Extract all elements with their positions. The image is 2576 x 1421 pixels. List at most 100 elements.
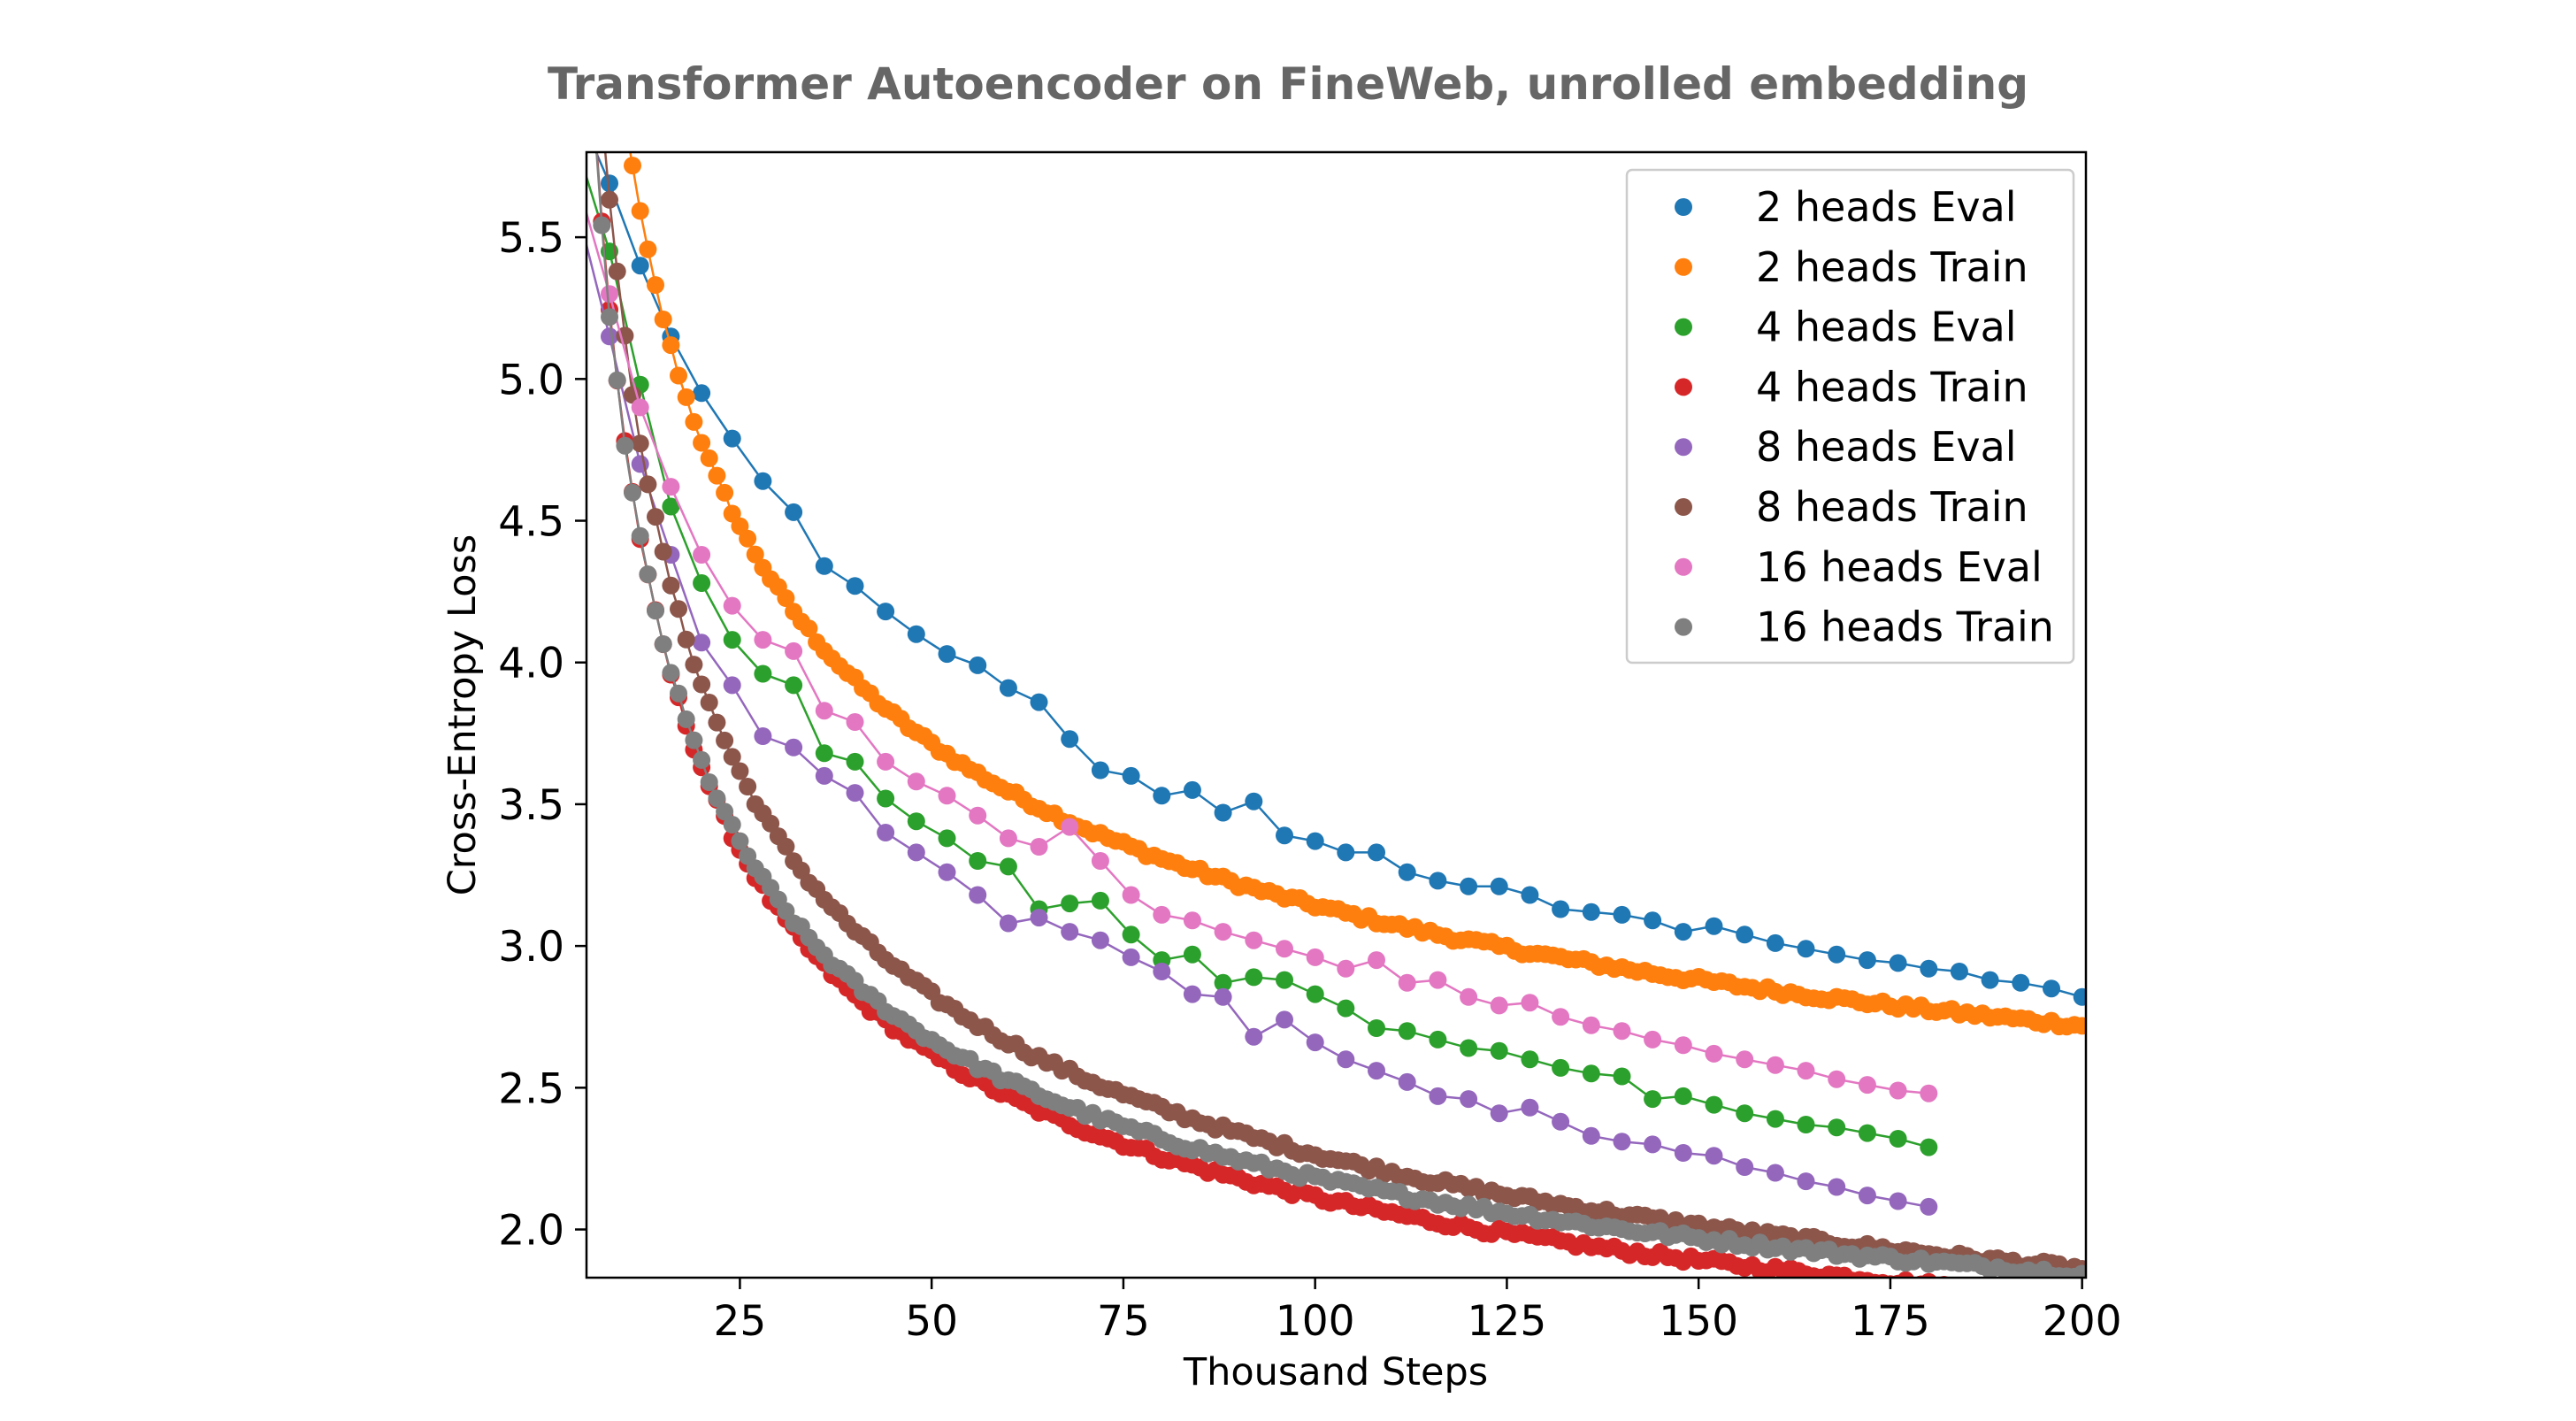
data-point [1214, 803, 1232, 822]
data-point [586, 0, 603, 4]
data-point [1974, 1283, 1991, 1301]
data-point [1490, 1041, 1508, 1060]
series-4 [586, 210, 1938, 1216]
data-point [1030, 693, 1048, 711]
y-tick-label: 3.0 [498, 923, 564, 972]
data-point [969, 656, 987, 674]
x-tick-label: 25 [713, 1297, 766, 1346]
data-point [1153, 905, 1171, 924]
data-point [1959, 1283, 1976, 1301]
data-point [1736, 1050, 1754, 1069]
data-point [647, 276, 664, 295]
y-tick-label: 5.0 [498, 356, 564, 404]
data-point [1858, 1187, 1876, 1205]
data-point [1705, 917, 1723, 935]
data-point [1582, 1064, 1600, 1083]
data-point [586, 210, 588, 219]
data-point [1920, 959, 1938, 978]
data-point [647, 508, 664, 526]
data-point [1797, 940, 1815, 958]
data-point [731, 832, 749, 850]
data-point [877, 752, 895, 771]
legend-label: 2 heads Eval [1756, 183, 2017, 231]
data-point [1460, 1039, 1478, 1057]
data-point [1705, 1095, 1723, 1114]
data-point [1674, 1144, 1692, 1162]
y-tick-label: 5.5 [498, 214, 564, 263]
data-point [815, 744, 833, 763]
data-point [616, 111, 633, 129]
data-point [608, 371, 626, 389]
data-point [1736, 1158, 1754, 1176]
data-point [723, 596, 741, 615]
data-point [2073, 987, 2086, 1006]
data-point [723, 676, 741, 695]
data-point [693, 434, 711, 452]
series-6 [586, 181, 1938, 1102]
data-point [877, 603, 895, 621]
data-point [1091, 931, 1109, 949]
data-point [1674, 1036, 1692, 1055]
data-point [1030, 909, 1048, 927]
data-point [1828, 945, 1846, 964]
data-point [846, 784, 864, 803]
data-point [1490, 1104, 1508, 1123]
data-point [1911, 1277, 1915, 1278]
data-point [1552, 1058, 1570, 1077]
data-point [1989, 1280, 2006, 1298]
data-point [716, 483, 734, 502]
data-point [2012, 973, 2030, 992]
data-point [1858, 1124, 1876, 1142]
data-point [662, 576, 680, 595]
x-tick-label: 200 [2043, 1297, 2122, 1346]
data-point [2043, 979, 2060, 998]
data-point [1828, 1118, 1846, 1137]
data-point [815, 702, 833, 720]
data-point [1552, 1112, 1570, 1131]
data-point [846, 752, 864, 771]
data-point [1897, 1271, 1914, 1278]
data-point [1061, 923, 1079, 941]
data-point [1582, 903, 1600, 921]
data-point [1122, 766, 1140, 785]
data-point [754, 631, 772, 649]
data-point [1276, 826, 1293, 845]
x-tick-label: 150 [1659, 1297, 1738, 1346]
data-point [662, 664, 680, 682]
data-point [1091, 891, 1109, 910]
data-point [1214, 923, 1232, 941]
data-point [1947, 1277, 1956, 1278]
data-point [631, 398, 649, 417]
data-point [877, 824, 895, 841]
data-point [1337, 1050, 1355, 1069]
data-point [670, 366, 687, 385]
data-point [601, 285, 618, 303]
data-point [654, 542, 672, 561]
data-point [601, 174, 618, 193]
data-point [2073, 1017, 2086, 1035]
data-point [1644, 1030, 1662, 1048]
data-point [1398, 973, 1416, 992]
data-point [999, 857, 1017, 876]
data-point [1429, 872, 1447, 890]
data-point [938, 829, 956, 848]
data-point [1552, 900, 1570, 918]
data-point [1521, 994, 1539, 1012]
data-point [815, 557, 833, 575]
data-point [723, 429, 741, 448]
data-point [693, 574, 711, 592]
data-point [716, 803, 734, 821]
data-point [1183, 780, 1201, 799]
data-point [999, 829, 1017, 848]
data-point [1521, 1050, 1539, 1069]
data-point [1183, 985, 1201, 1003]
data-point [1122, 926, 1140, 944]
data-point [739, 778, 757, 795]
data-point [1245, 968, 1263, 987]
data-point [1582, 1126, 1600, 1145]
legend-label: 2 heads Train [1756, 243, 2028, 291]
legend-box [1625, 168, 2075, 664]
y-tick-label: 2.5 [498, 1064, 564, 1113]
data-point [616, 436, 634, 455]
